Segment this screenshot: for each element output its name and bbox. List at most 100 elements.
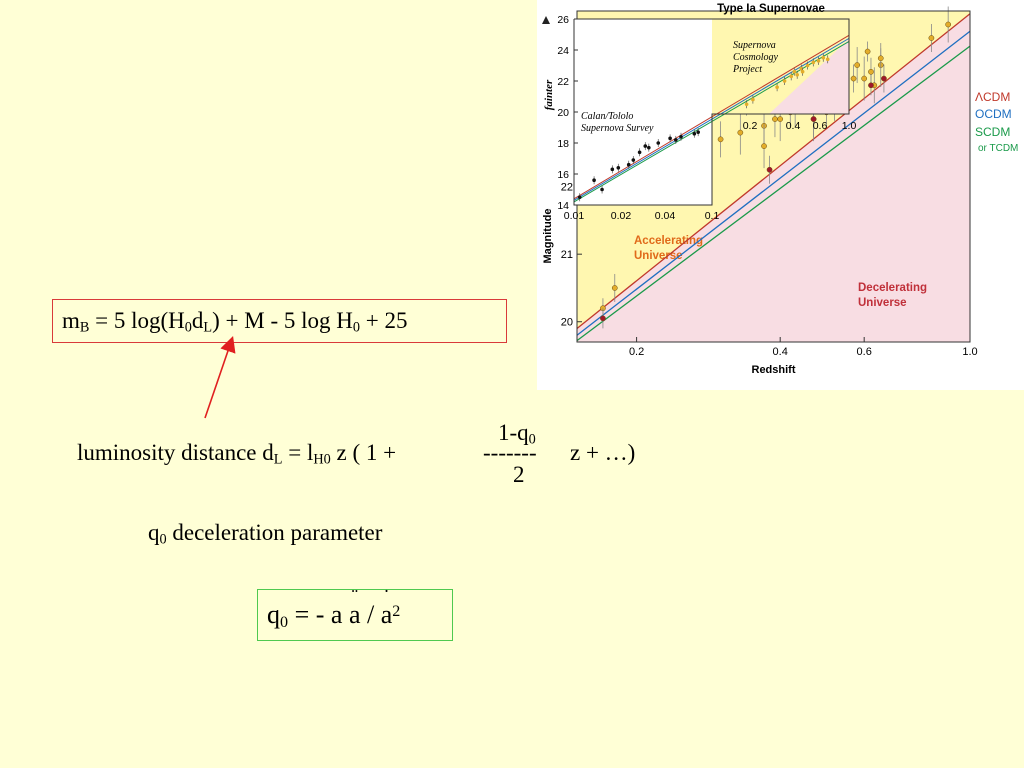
legend-entry-1: OCDM bbox=[975, 107, 1012, 121]
model-line-0 bbox=[576, 13, 971, 329]
inset-point-calan bbox=[616, 166, 621, 170]
accelerating-label-line1: Accelerating bbox=[634, 235, 703, 247]
q0-formula-box: q0 = - a a / a2 bbox=[257, 589, 453, 641]
inset-point-scp bbox=[799, 66, 804, 71]
decelerating-label-line1: Decelerating bbox=[858, 282, 927, 294]
inset-point-scp bbox=[792, 69, 797, 74]
model-line-2 bbox=[576, 45, 971, 342]
calan-label-line1: Calan/Tololo bbox=[581, 111, 633, 122]
inset-point-calan bbox=[696, 130, 700, 134]
q-formula-q: q bbox=[267, 600, 280, 629]
sn-point bbox=[772, 116, 778, 122]
deceleration-label: q0 deceleration parameter bbox=[148, 520, 383, 548]
inset-point-calan bbox=[626, 162, 631, 167]
formula-mb-d-sub: L bbox=[203, 319, 213, 336]
inset-point-calan bbox=[692, 131, 697, 136]
inset-x-tick-label: 0.02 bbox=[611, 210, 632, 222]
luminosity-distance-text: luminosity distance dL = lH0 z ( 1 + bbox=[77, 440, 397, 468]
decel-text: deceleration parameter bbox=[166, 520, 383, 545]
formula-mb-part2: ) + M - 5 log H bbox=[212, 308, 353, 333]
scp-label-line2: Cosmology bbox=[733, 52, 779, 63]
sn-point bbox=[945, 21, 952, 28]
scp-label-line1: Supernova bbox=[733, 40, 776, 51]
q-formula-sub: 0 bbox=[280, 614, 289, 632]
y-tick-label: 22 bbox=[561, 182, 573, 194]
inset-point-calan bbox=[673, 138, 678, 142]
inset-y-tick-label: 20 bbox=[557, 107, 569, 119]
inset-x-tick-label: 1.0 bbox=[842, 120, 857, 132]
formula-mb-m: m bbox=[62, 308, 80, 333]
frac-num-sub: 0 bbox=[528, 431, 536, 448]
sn-point-dark bbox=[868, 82, 874, 89]
inset-point-scp bbox=[811, 60, 816, 65]
inset-x-tick-label: 0.01 bbox=[564, 210, 585, 222]
y-tick-label: 21 bbox=[561, 249, 573, 261]
scp-label-line3: Project bbox=[732, 64, 762, 75]
legend-entry-3: or TCDM bbox=[978, 143, 1018, 154]
inset-point-scp bbox=[751, 97, 755, 102]
inset-decel-region bbox=[769, 39, 849, 114]
inset-point-calan bbox=[592, 178, 596, 182]
lum-prefix: luminosity distance d bbox=[77, 440, 274, 465]
fraction-numerator: 1-q0 bbox=[498, 420, 536, 448]
inset-point-scp bbox=[782, 79, 787, 83]
formula-mb-m-sub: B bbox=[79, 319, 90, 336]
inset-point-scp bbox=[816, 59, 821, 63]
inset-x-tick-label: 0.04 bbox=[655, 210, 676, 222]
arrow-line bbox=[204, 335, 236, 419]
sn-point bbox=[717, 136, 724, 143]
inset-point-calan bbox=[668, 136, 672, 141]
supernova-chart-panel: Accelerating Universe Decelerating Universe… bbox=[537, 0, 1024, 390]
a-double-dot: a bbox=[349, 590, 361, 640]
x-tick-label: 0.6 bbox=[857, 346, 872, 358]
sn-point bbox=[877, 55, 884, 62]
inset-x-tick-label: 0.1 bbox=[705, 210, 720, 222]
magnitude-formula-box: mB = 5 log(H0dL) + M - 5 log H0 + 25 bbox=[52, 299, 507, 343]
sn-point-dark bbox=[600, 315, 606, 322]
formula-mb-h2-sub: 0 bbox=[352, 319, 361, 336]
x-tick-label: 0.4 bbox=[773, 346, 788, 358]
lum-d-sub: L bbox=[273, 451, 283, 468]
inset-point-scp bbox=[744, 102, 749, 107]
inset-y-tick-label: 22 bbox=[557, 76, 569, 88]
inset-y-axis-label: fainter bbox=[543, 79, 555, 110]
inset-y-tick-label: 26 bbox=[557, 14, 569, 26]
q-formula-eq: = - a bbox=[288, 600, 349, 629]
x-axis-label: Redshift bbox=[752, 364, 796, 376]
inset-left-bg bbox=[574, 19, 712, 205]
q-formula-slash: / bbox=[360, 600, 381, 629]
sn-point bbox=[864, 48, 871, 55]
inset-point-calan bbox=[679, 135, 683, 139]
inset-point-scp bbox=[789, 74, 794, 79]
x-tick-label: 1.0 bbox=[962, 346, 977, 358]
a-single-dot: a bbox=[381, 590, 393, 640]
inset-point-scp bbox=[825, 57, 830, 62]
formula-mb-part1: = 5 log(H bbox=[89, 308, 185, 333]
legend-entry-2: SCDM bbox=[975, 125, 1010, 139]
inset-x-tick-label: 0.6 bbox=[813, 120, 828, 132]
y-axis-label: Magnitude bbox=[542, 209, 554, 264]
inset-point-scp bbox=[775, 85, 779, 89]
inset-point-calan bbox=[610, 167, 615, 172]
formula-mb-part3: + 25 bbox=[360, 308, 408, 333]
formula-mb-d: d bbox=[191, 308, 204, 333]
fraction-bar: ------- bbox=[483, 440, 537, 465]
decel-q-sub: 0 bbox=[159, 531, 167, 548]
frac-num-text: 1-q bbox=[498, 420, 529, 445]
lum-tail: z + …) bbox=[570, 440, 636, 465]
inset-point-calan bbox=[631, 158, 636, 162]
lum-mid: = l bbox=[282, 440, 314, 465]
calan-label-line2: Supernova Survey bbox=[581, 123, 654, 134]
sn-point bbox=[777, 116, 784, 122]
decel-q: q bbox=[148, 520, 160, 545]
decelerating-label-line2: Universe bbox=[858, 297, 907, 309]
chart-title: Type Ia Supernovae bbox=[717, 3, 825, 15]
inset-y-tick-label: 16 bbox=[557, 169, 569, 181]
lum-after: z ( 1 + bbox=[330, 440, 397, 465]
formula-mb-h-sub: 0 bbox=[184, 319, 192, 336]
inset-point-calan bbox=[600, 187, 604, 192]
inset-point-calan bbox=[656, 141, 661, 145]
sn-point bbox=[737, 129, 744, 136]
inset-point-calan bbox=[647, 145, 651, 150]
inset-x-tick-label: 0.2 bbox=[743, 120, 758, 132]
